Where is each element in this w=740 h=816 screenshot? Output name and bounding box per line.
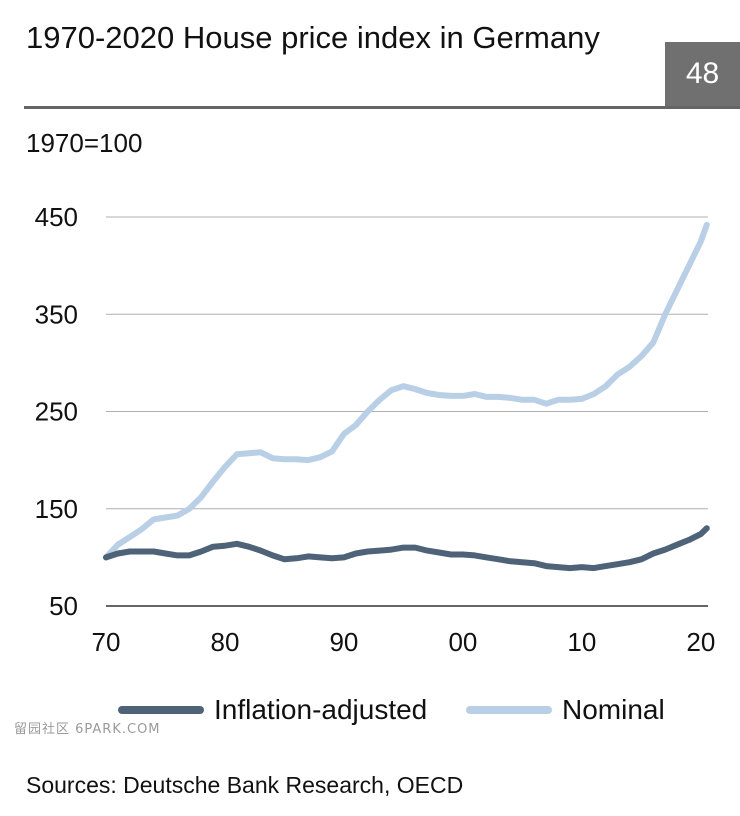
legend-item-nominal: Nominal	[466, 692, 665, 728]
y-tick-label: 250	[35, 397, 78, 427]
x-tick-labels: 70 80 90 00 10 20	[92, 627, 716, 657]
x-tick-label: 10	[567, 627, 596, 657]
series-line-inflation-adjusted	[103, 525, 710, 572]
x-tick-label: 70	[92, 627, 121, 657]
series-lines	[103, 221, 710, 572]
x-tick-label: 00	[448, 627, 477, 657]
legend-label-nominal: Nominal	[562, 694, 665, 725]
y-tick-label: 350	[35, 299, 78, 329]
x-tick-label: 80	[211, 627, 240, 657]
series-line-nominal	[103, 221, 710, 561]
y-tick-label: 150	[35, 494, 78, 524]
chart-title: 1970-2020 House price index in Germany	[26, 20, 600, 55]
line-chart: 450 350 250 150 50 70 80 90 00 10 20	[35, 202, 716, 657]
source-note: Sources: Deutsche Bank Research, OECD	[26, 772, 464, 798]
title-divider	[24, 106, 740, 109]
unit-label: 1970=100	[26, 128, 143, 158]
grid-lines	[106, 216, 708, 607]
x-tick-label: 90	[329, 627, 358, 657]
legend-label-inflation-adjusted: Inflation-adjusted	[214, 694, 428, 725]
y-tick-labels: 450 350 250 150 50	[35, 202, 78, 621]
legend-item-inflation-adjusted: Inflation-adjusted	[118, 692, 427, 728]
y-tick-label: 450	[35, 202, 78, 232]
x-tick-label: 20	[686, 627, 715, 657]
page-number-badge: 48	[665, 42, 740, 106]
legend-swatch-inflation-adjusted	[118, 706, 204, 714]
chart-legend: Inflation-adjusted Nominal	[0, 692, 740, 728]
watermark-text: 留园社区 6PARK.COM	[14, 722, 161, 737]
legend-swatch-nominal	[466, 706, 552, 714]
y-tick-label: 50	[49, 591, 78, 621]
